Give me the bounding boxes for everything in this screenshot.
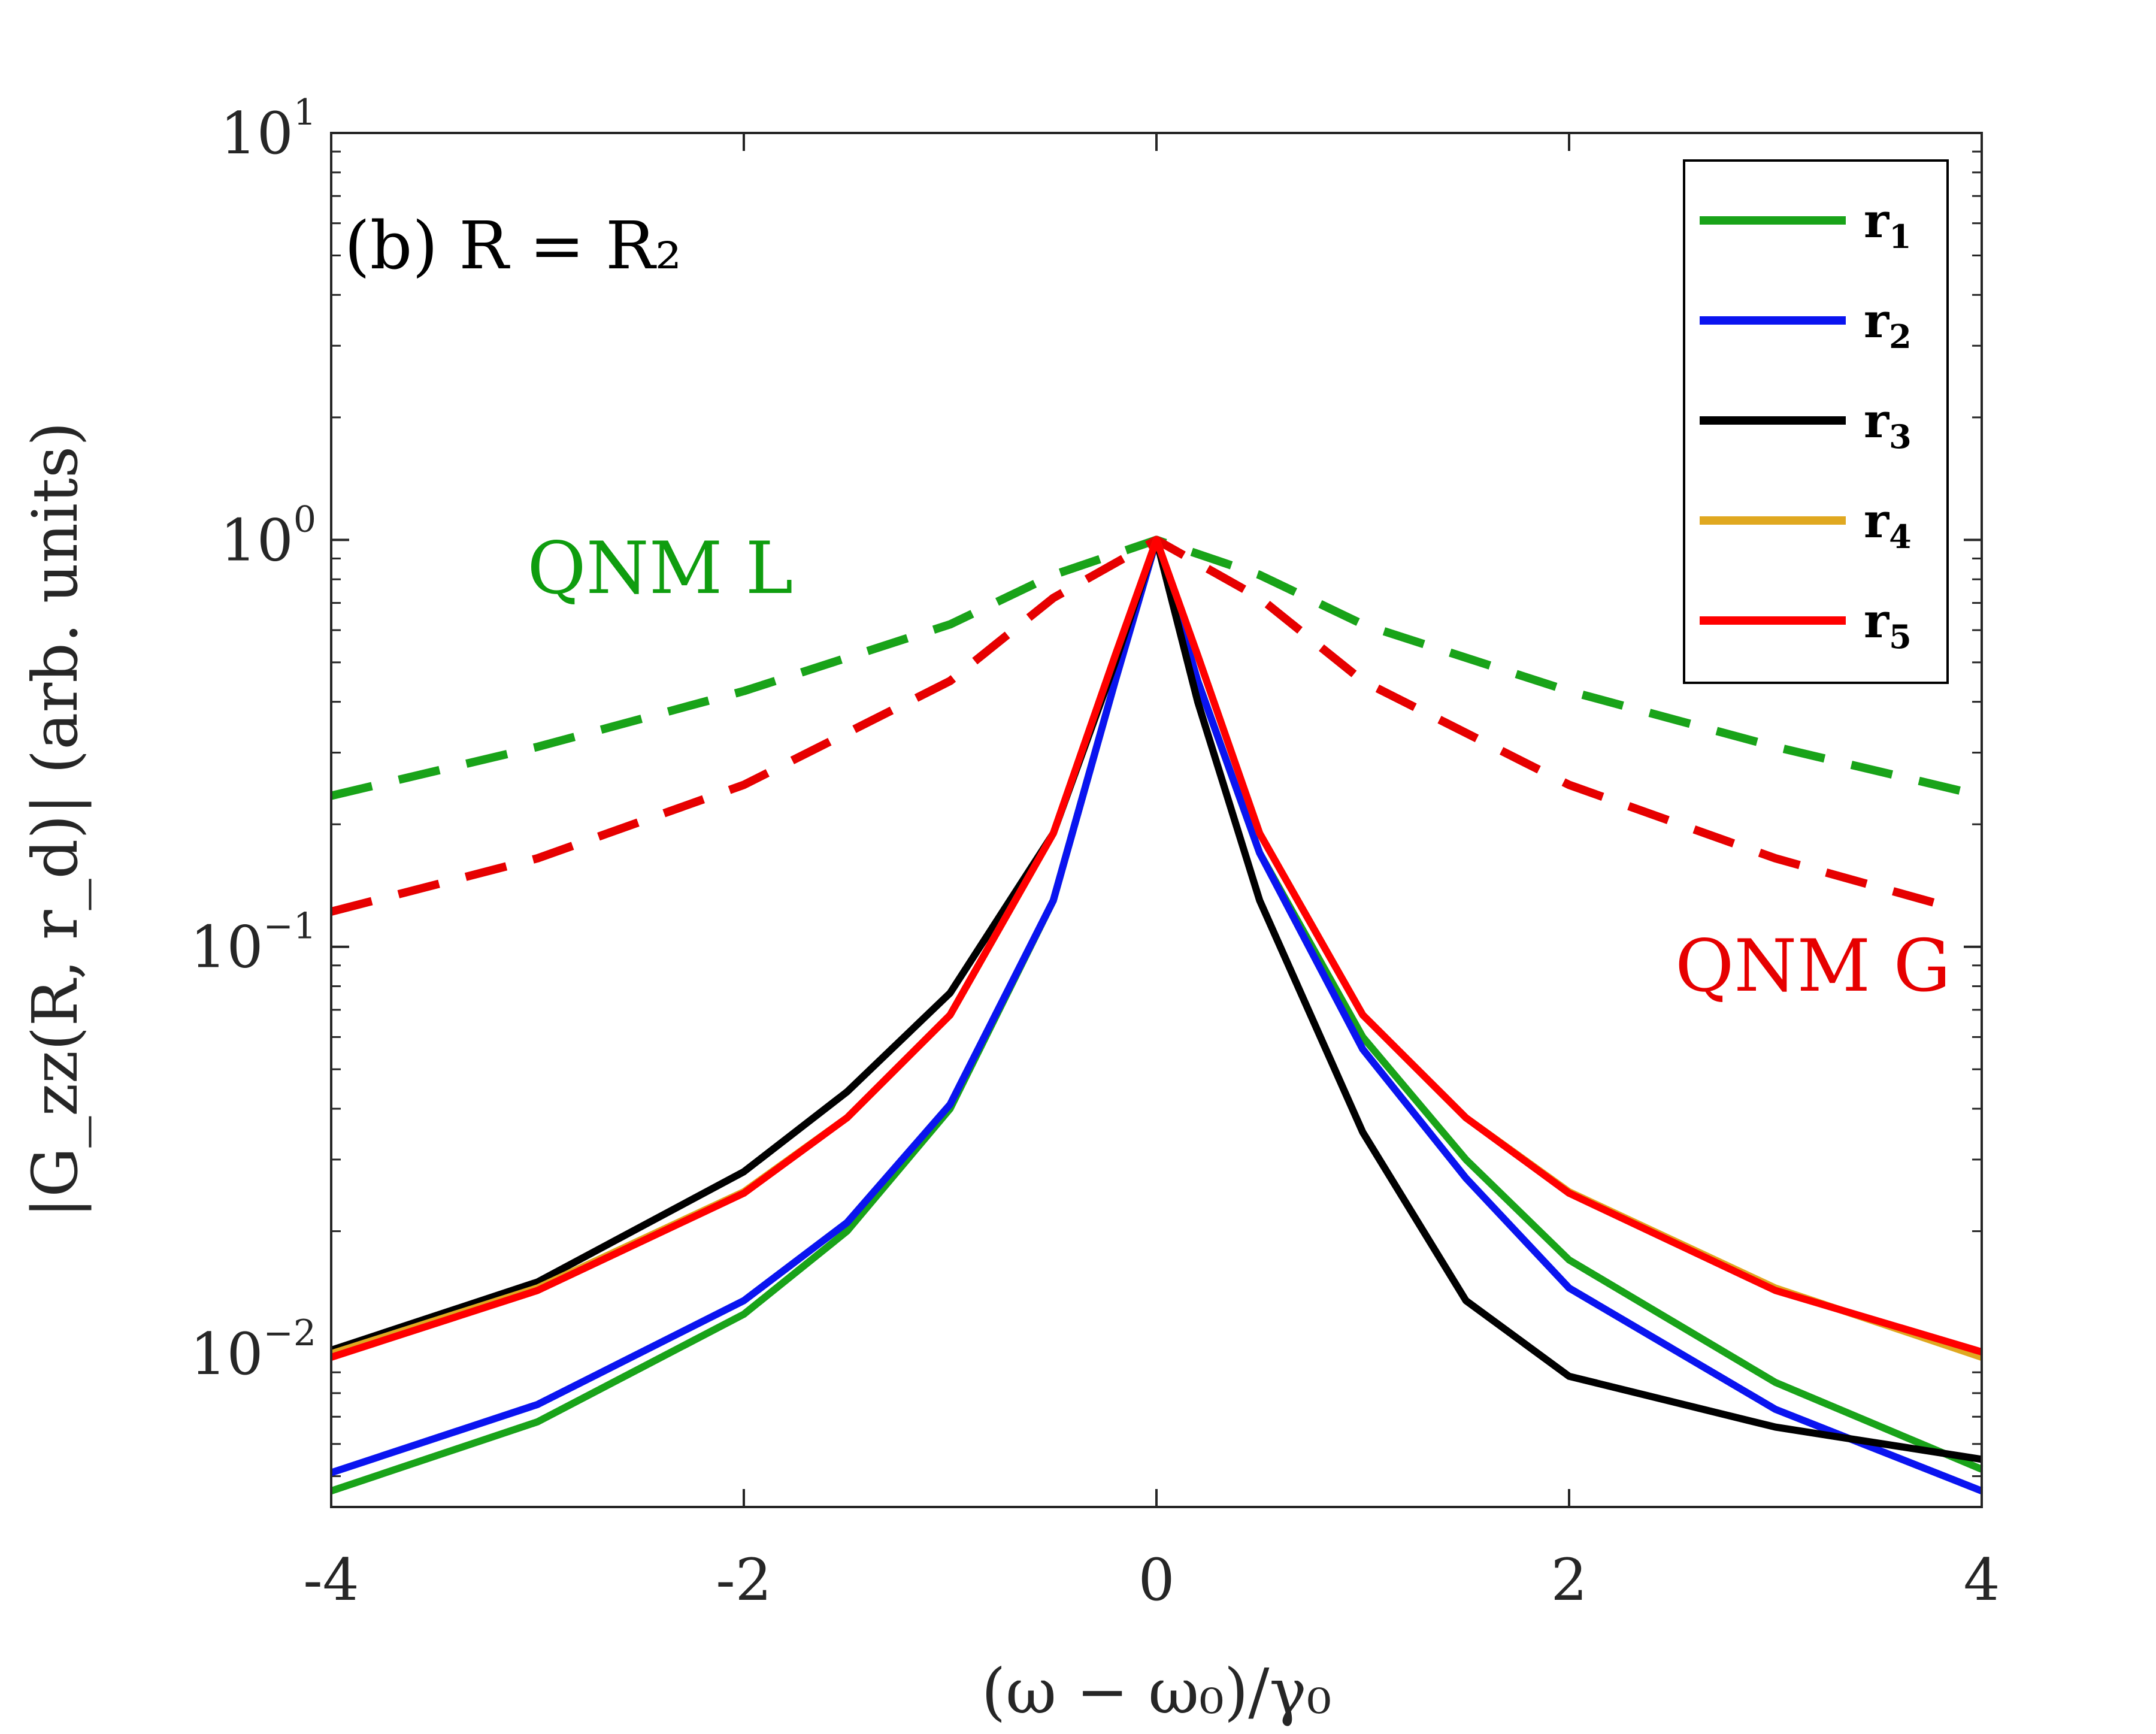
legend-label-name: r	[1864, 292, 1889, 349]
legend-label-subscript: 4	[1889, 518, 1912, 556]
legend-label-subscript: 2	[1889, 317, 1912, 356]
y-tick-label: 10−2	[190, 1312, 316, 1388]
legend-label-name: r	[1864, 392, 1889, 449]
legend-label-name: r	[1864, 592, 1889, 649]
y-tick-label-base: 10	[220, 100, 293, 167]
annotation-qnm-g: QNM G	[1675, 925, 1951, 1008]
y-tick-label-exponent: −2	[264, 1312, 316, 1354]
x-tick-label: -2	[716, 1547, 772, 1614]
legend-label-r5: r5	[1864, 592, 1912, 656]
x-tick-label: -4	[303, 1547, 359, 1614]
x-tick-label: 4	[1963, 1547, 2000, 1614]
y-tick-label-base: 10	[220, 507, 293, 574]
legend-label-subscript: 3	[1889, 417, 1912, 456]
y-tick-label-base: 10	[190, 1321, 263, 1388]
legend-label-r3: r3	[1864, 392, 1912, 456]
x-tick-label: 0	[1138, 1547, 1174, 1614]
legend-label-subscript: 5	[1889, 618, 1912, 656]
legend-label-r1: r1	[1864, 192, 1912, 256]
y-tick-label-exponent: 0	[293, 498, 316, 540]
legend-label-name: r	[1864, 492, 1889, 549]
series-group	[330, 535, 1984, 1494]
annotation-qnm-l: QNM L	[527, 527, 793, 610]
legend-label-r4: r4	[1864, 492, 1912, 556]
series-line-r5	[330, 536, 1983, 1361]
axes-box	[330, 132, 1983, 1508]
y-tick-label: 10−1	[190, 906, 316, 981]
y-tick-label: 101	[220, 92, 316, 167]
legend-label-r2: r2	[1864, 292, 1912, 356]
y-axis-label: |G_zz(R, r_d)| (arb. units)	[19, 422, 92, 1218]
y-tick-label-base: 10	[190, 914, 263, 981]
x-axis-label: (ω − ω₀)/γ₀	[982, 1655, 1332, 1728]
panel-label: (b) R = R₂	[344, 207, 682, 284]
y-tick-label-exponent: 1	[293, 92, 316, 134]
y-tick-label-exponent: −1	[264, 906, 316, 948]
legend-label-subscript: 1	[1889, 217, 1912, 256]
x-tick-label: 2	[1551, 1547, 1587, 1614]
y-tick-label: 100	[220, 498, 316, 574]
legend-label-name: r	[1864, 192, 1889, 249]
